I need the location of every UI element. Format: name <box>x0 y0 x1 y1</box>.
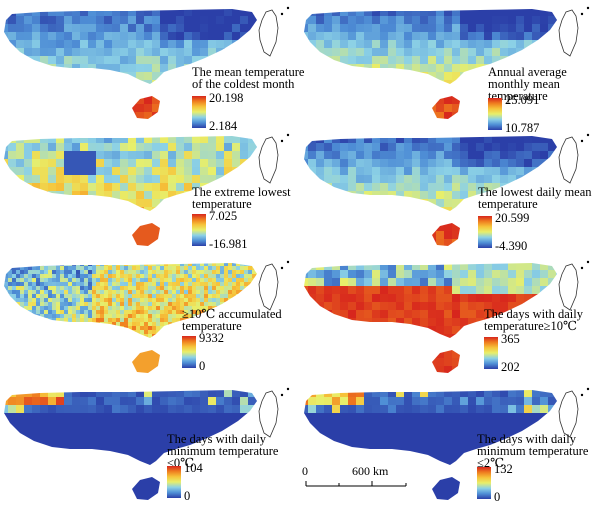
taiwan-outline <box>558 136 579 184</box>
legend-min-value: 2.184 <box>209 119 238 133</box>
island-dot <box>286 6 290 10</box>
island-dot <box>586 133 590 137</box>
legend-min-value: 0 <box>199 359 206 373</box>
map-panel-days-min-below-0 <box>0 381 300 508</box>
legend-color-bar <box>192 214 206 246</box>
panel-label-days-min-below-0: The days with daily minimum temperature … <box>167 432 279 470</box>
legend-color-bar <box>477 467 491 499</box>
map-lowest-daily-mean <box>304 133 590 246</box>
panel-label-annual-monthly-mean: Annual average monthly mean temperature <box>488 65 567 103</box>
panel-label-accumulated-temp: ≥10℃ accumulated temperature <box>182 307 282 333</box>
legend-color-bar <box>484 337 498 369</box>
legend-color-bar <box>192 96 206 128</box>
island-dot <box>280 139 284 143</box>
legend-color-bar <box>488 98 502 130</box>
map-raster <box>4 9 257 119</box>
legend-min-value: 10.787 <box>505 121 540 135</box>
legend-min-value: 202 <box>501 360 520 374</box>
island-dot <box>280 266 284 270</box>
legend-max-value: 25.091 <box>505 93 540 107</box>
island-dot <box>586 387 590 391</box>
map-extreme-lowest <box>4 133 290 246</box>
island-dot <box>286 260 290 264</box>
island-dot <box>580 139 584 143</box>
legend-max-value: 104 <box>184 461 203 475</box>
map-panel-extreme-lowest <box>0 127 300 254</box>
map-panel-coldest-month <box>0 0 300 127</box>
island-dot <box>580 393 584 397</box>
legend-max-value: 365 <box>501 332 520 346</box>
map-days-below-2 <box>304 387 590 500</box>
island-dot <box>286 387 290 391</box>
legend-color-bar <box>182 336 196 368</box>
legend-max-value: 20.198 <box>209 91 244 105</box>
map-annual-monthly-mean <box>304 6 590 119</box>
scale-bar: 0 600 km <box>300 464 412 494</box>
map-raster <box>304 9 557 119</box>
legend-max-value: 9332 <box>199 331 224 345</box>
island-dot <box>580 266 584 270</box>
legend-max-value: 7.025 <box>209 209 238 223</box>
taiwan-outline <box>558 9 579 57</box>
legend-min-value: -16.981 <box>209 237 248 251</box>
panel-label-coldest-month: The mean temperature of the coldest mont… <box>192 65 305 91</box>
island-dot <box>586 260 590 264</box>
map-days-min-below-0 <box>4 387 290 500</box>
map-coldest-month <box>4 6 290 119</box>
island-dot <box>280 12 284 16</box>
map-panel-accumulated-temp <box>0 254 300 381</box>
legend-min-value: -4.390 <box>495 239 528 253</box>
legend-min-value: 0 <box>184 489 191 503</box>
map-panel-days-below-2 <box>300 381 600 508</box>
island-dot <box>586 6 590 10</box>
panel-label-extreme-lowest: The extreme lowest temperature <box>192 185 291 211</box>
taiwan-outline <box>258 263 279 311</box>
scale-bar-line <box>305 481 407 487</box>
taiwan-outline <box>558 390 579 438</box>
taiwan-outline <box>258 136 279 184</box>
taiwan-outline <box>558 263 579 311</box>
legend-color-bar <box>478 216 492 248</box>
island-dot <box>280 393 284 397</box>
legend-max-value: 20.599 <box>495 211 530 225</box>
taiwan-outline <box>258 9 279 57</box>
legend-color-bar <box>167 466 181 498</box>
map-panel-annual-monthly-mean <box>300 0 600 127</box>
panel-label-days-above-10: The days with daily temperature≥10℃ <box>484 307 583 333</box>
panel-label-lowest-daily-mean: The lowest daily mean temperature <box>478 185 592 211</box>
island-dot <box>286 133 290 137</box>
map-panel-lowest-daily-mean <box>300 127 600 254</box>
scale-end-label: 600 km <box>352 464 389 478</box>
scale-start-label: 0 <box>302 464 308 478</box>
panel-label-days-below-2: The days with daily minimum temperature … <box>477 432 589 470</box>
map-accumulated-temp <box>4 260 290 373</box>
legend-max-value: 132 <box>494 462 513 476</box>
taiwan-outline <box>258 390 279 438</box>
legend-min-value: 0 <box>494 490 501 504</box>
island-dot <box>580 12 584 16</box>
